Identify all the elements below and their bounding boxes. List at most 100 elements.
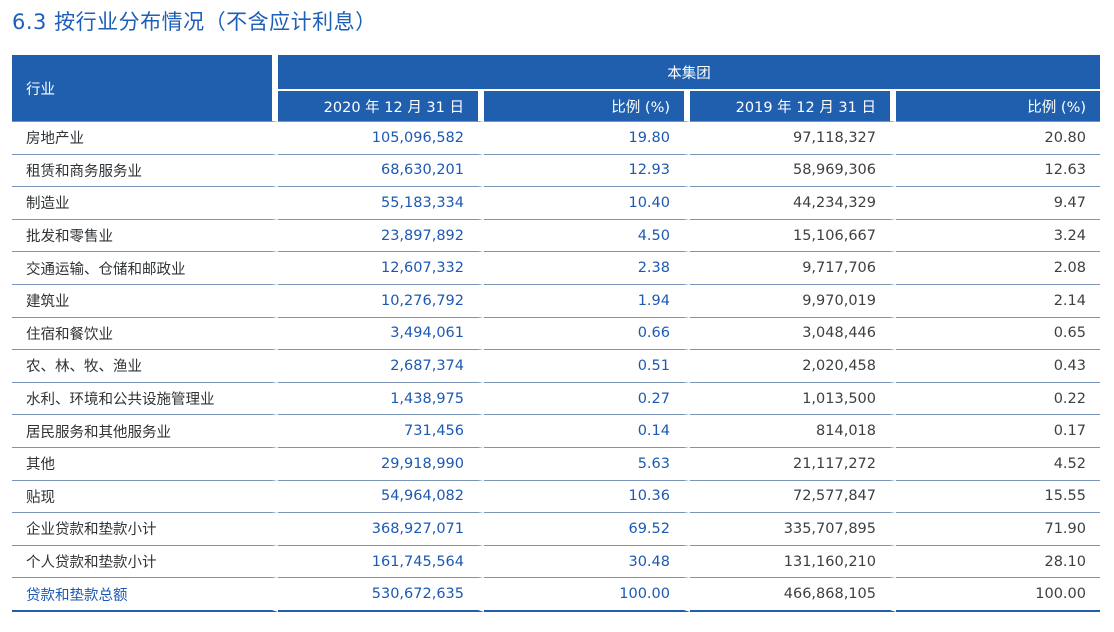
- amount-2019: 3,048,446: [690, 317, 896, 351]
- industry-name: 制造业: [12, 187, 278, 220]
- industry-name: 住宿和餐饮业: [12, 317, 278, 351]
- column-header-2019-ratio: 比例 (%): [896, 91, 1100, 121]
- table-row: 农、林、牧、渔业 2,687,374 0.51 2,020,458 0.43: [12, 350, 1100, 383]
- ratio-2019: 9.47: [896, 187, 1100, 220]
- header-row-sub: 2020 年 12 月 31 日 比例 (%) 2019 年 12 月 31 日…: [12, 91, 1100, 121]
- ratio-2019: 20.80: [896, 121, 1100, 155]
- industry-name: 贴现: [12, 480, 278, 514]
- ratio-2019: 0.17: [896, 415, 1100, 448]
- ratio-2020: 10.40: [484, 187, 690, 220]
- amount-2020: 368,927,071: [278, 513, 484, 546]
- amount-2019: 1,013,500: [690, 382, 896, 416]
- ratio-2019: 15.55: [896, 481, 1100, 514]
- group-column-header: 本集团: [278, 55, 1100, 91]
- amount-2020: 55,183,334: [278, 187, 484, 220]
- table-row: 住宿和餐饮业 3,494,061 0.66 3,048,446 0.65: [12, 317, 1100, 351]
- industry-name: 企业贷款和垫款小计: [12, 513, 278, 546]
- amount-2020: 161,745,564: [278, 545, 484, 579]
- amount-2020: 54,964,082: [278, 480, 484, 514]
- amount-2019: 9,970,019: [690, 284, 896, 318]
- table-row: 房地产业 105,096,582 19.80 97,118,327 20.80: [12, 121, 1100, 155]
- ratio-2020: 0.27: [484, 382, 690, 416]
- ratio-2020: 0.51: [484, 350, 690, 383]
- table-row: 贷款和垫款总额 530,672,635 100.00 466,868,105 100.0…: [12, 578, 1100, 612]
- industry-name: 贷款和垫款总额: [12, 578, 278, 612]
- ratio-2020: 0.66: [484, 317, 690, 351]
- amount-2020: 12,607,332: [278, 252, 484, 285]
- table-row: 建筑业 10,276,792 1.94 9,970,019 2.14: [12, 284, 1100, 318]
- ratio-2019: 0.22: [896, 383, 1100, 416]
- ratio-2020: 1.94: [484, 284, 690, 318]
- industry-name: 建筑业: [12, 284, 278, 318]
- amount-2020: 731,456: [278, 415, 484, 448]
- industry-distribution-table: 行业 本集团 2020 年 12 月 31 日 比例 (%) 2019 年 12…: [12, 55, 1100, 612]
- ratio-2020: 69.52: [484, 513, 690, 546]
- amount-2019: 97,118,327: [690, 121, 896, 155]
- industry-name: 租赁和商务服务业: [12, 154, 278, 188]
- amount-2020: 530,672,635: [278, 578, 484, 612]
- table-body: 房地产业 105,096,582 19.80 97,118,327 20.80 租赁和商务…: [12, 121, 1100, 612]
- industry-name: 农、林、牧、渔业: [12, 350, 278, 383]
- table-row: 个人贷款和垫款小计 161,745,564 30.48 131,160,210 28.1…: [12, 545, 1100, 579]
- ratio-2019: 3.24: [896, 220, 1100, 253]
- amount-2019: 335,707,895: [690, 513, 896, 546]
- amount-2020: 29,918,990: [278, 447, 484, 481]
- ratio-2019: 2.08: [896, 252, 1100, 285]
- table-row: 贴现 54,964,082 10.36 72,577,847 15.55: [12, 480, 1100, 514]
- industry-name: 其他: [12, 447, 278, 481]
- industry-name: 交通运输、仓储和邮政业: [12, 252, 278, 285]
- amount-2019: 15,106,667: [690, 219, 896, 253]
- table-row: 其他 29,918,990 5.63 21,117,272 4.52: [12, 447, 1100, 481]
- ratio-2019: 0.65: [896, 318, 1100, 351]
- amount-2019: 2,020,458: [690, 350, 896, 383]
- amount-2020: 1,438,975: [278, 382, 484, 416]
- ratio-2019: 0.43: [896, 350, 1100, 383]
- table-row: 居民服务和其他服务业 731,456 0.14 814,018 0.17: [12, 415, 1100, 448]
- ratio-2020: 2.38: [484, 252, 690, 285]
- ratio-2019: 2.14: [896, 285, 1100, 318]
- column-header-2020-amount: 2020 年 12 月 31 日: [278, 91, 484, 121]
- amount-2019: 72,577,847: [690, 480, 896, 514]
- industry-name: 居民服务和其他服务业: [12, 415, 278, 448]
- amount-2020: 2,687,374: [278, 350, 484, 383]
- amount-2019: 21,117,272: [690, 447, 896, 481]
- ratio-2019: 28.10: [896, 546, 1100, 579]
- ratio-2020: 10.36: [484, 480, 690, 514]
- ratio-2020: 19.80: [484, 121, 690, 155]
- industry-name: 批发和零售业: [12, 219, 278, 253]
- table-row: 制造业 55,183,334 10.40 44,234,329 9.47: [12, 187, 1100, 220]
- amount-2020: 3,494,061: [278, 317, 484, 351]
- ratio-2019: 12.63: [896, 155, 1100, 188]
- table-row: 租赁和商务服务业 68,630,201 12.93 58,969,306 12.63: [12, 154, 1100, 188]
- amount-2020: 10,276,792: [278, 284, 484, 318]
- amount-2020: 23,897,892: [278, 219, 484, 253]
- amount-2019: 814,018: [690, 415, 896, 448]
- ratio-2020: 0.14: [484, 415, 690, 448]
- table-row: 交通运输、仓储和邮政业 12,607,332 2.38 9,717,706 2.08: [12, 252, 1100, 285]
- ratio-2019: 100.00: [896, 578, 1100, 612]
- amount-2019: 9,717,706: [690, 252, 896, 285]
- industry-name: 个人贷款和垫款小计: [12, 545, 278, 579]
- amount-2019: 44,234,329: [690, 187, 896, 220]
- ratio-2019: 71.90: [896, 513, 1100, 546]
- industry-name: 水利、环境和公共设施管理业: [12, 382, 278, 416]
- header-row-group: 行业 本集团: [12, 55, 1100, 121]
- ratio-2020: 5.63: [484, 447, 690, 481]
- amount-2020: 105,096,582: [278, 121, 484, 155]
- ratio-2020: 30.48: [484, 545, 690, 579]
- table-row: 企业贷款和垫款小计 368,927,071 69.52 335,707,895 71.9…: [12, 513, 1100, 546]
- column-header-2020-ratio: 比例 (%): [484, 91, 690, 121]
- amount-2019: 131,160,210: [690, 545, 896, 579]
- ratio-2020: 12.93: [484, 154, 690, 188]
- table-row: 批发和零售业 23,897,892 4.50 15,106,667 3.24: [12, 219, 1100, 253]
- ratio-2019: 4.52: [896, 448, 1100, 481]
- amount-2019: 466,868,105: [690, 578, 896, 612]
- industry-column-header: 行业: [12, 55, 278, 121]
- amount-2020: 68,630,201: [278, 154, 484, 188]
- amount-2019: 58,969,306: [690, 154, 896, 188]
- page-title: 6.3 按行业分布情况（不含应计利息）: [12, 10, 377, 34]
- industry-name: 房地产业: [12, 121, 278, 155]
- table-row: 水利、环境和公共设施管理业 1,438,975 0.27 1,013,500 0.22: [12, 382, 1100, 416]
- ratio-2020: 100.00: [484, 578, 690, 612]
- ratio-2020: 4.50: [484, 219, 690, 253]
